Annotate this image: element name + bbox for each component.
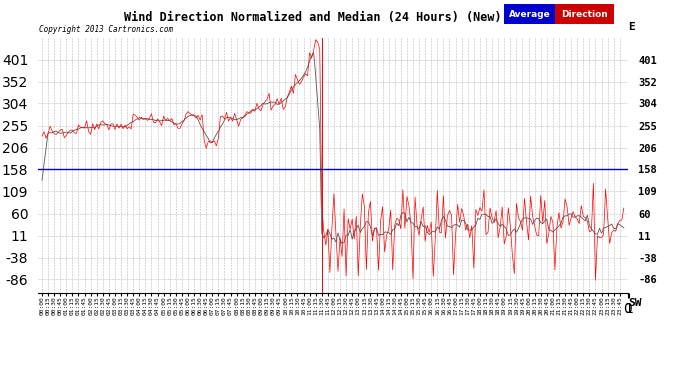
Text: Direction: Direction (562, 10, 608, 18)
Text: Wind Direction Normalized and Median (24 Hours) (New) 20130315: Wind Direction Normalized and Median (24… (124, 11, 566, 24)
Text: E: E (628, 22, 635, 32)
Text: SW: SW (628, 298, 642, 307)
Text: Average: Average (509, 10, 551, 18)
Text: Copyright 2013 Cartronics.com: Copyright 2013 Cartronics.com (39, 25, 173, 34)
